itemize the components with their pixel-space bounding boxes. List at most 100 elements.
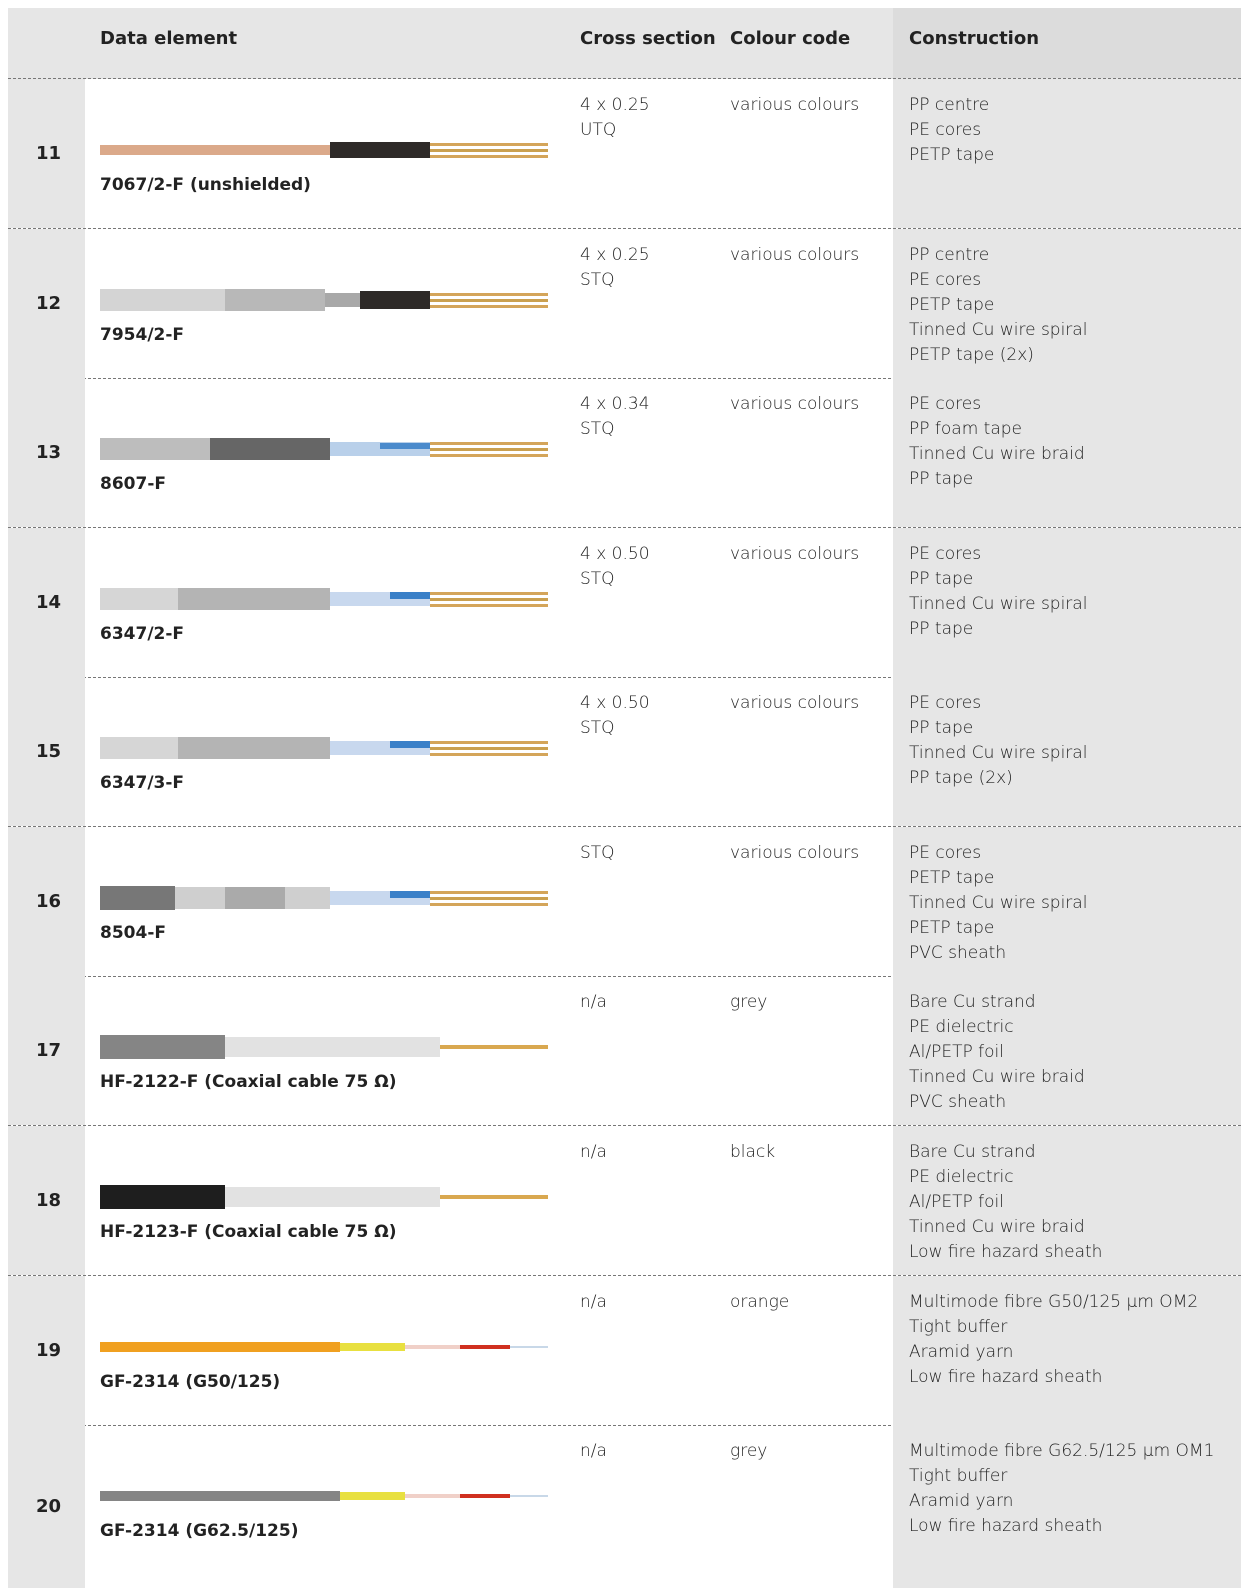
cable-cell [100,1332,556,1366]
construction-line: PE cores [909,693,982,713]
row-number: 12 [8,229,85,378]
construction-line: Tinned Cu wire braid [909,1217,1085,1237]
cross-section-line: STQ [580,419,615,439]
cable-cell [100,584,556,618]
cable-image [100,142,548,158]
row-number: 13 [8,378,85,527]
construction-line: PE dielectric [909,1017,1014,1037]
cable-image [100,588,548,610]
cable-cell [100,883,556,917]
row-number: 11 [8,79,85,228]
cable-cell [100,1032,556,1066]
cross-section: 4 x 0.34 STQ [580,392,650,442]
element-name: 8504-F [100,923,166,943]
cable-image [100,438,548,460]
header-construction: Construction [893,8,1241,78]
construction: Bare Cu strand PE dielectric Al/PETP foil T… [893,976,1241,1125]
construction-line: PE cores [909,544,982,564]
cross-section-line: n/a [580,1142,607,1162]
cross-section-line: 4 x 0.50 [580,544,650,564]
cross-section: n/a [580,1439,607,1464]
table-row: 11 7067/2-F (unshielded) 4 x 0.25 UTQ variou… [8,79,1241,229]
construction: PE cores PP tape Tinned Cu wire spiral PP t… [893,528,1241,677]
element-name: 7954/2-F [100,325,185,345]
construction-line: PE dielectric [909,1167,1014,1187]
colour-code: orange [730,1292,790,1312]
construction-line: Bare Cu strand [909,992,1036,1012]
table-row: 14 6347/2-F 4 x 0.50 STQ various colours PE c… [8,528,1241,678]
element-name: 8607-F [100,474,166,494]
cross-section: 4 x 0.50 STQ [580,542,650,592]
construction-line: PVC sheath [909,1092,1007,1112]
cross-section-line: 4 x 0.50 [580,693,650,713]
construction-line: Tinned Cu wire spiral [909,594,1088,614]
construction-line: Tinned Cu wire spiral [909,893,1088,913]
colour-code: grey [730,1441,768,1461]
cross-section-line: STQ [580,843,615,863]
construction-line: Tinned Cu wire braid [909,1067,1085,1087]
construction-line: PP centre [909,95,990,115]
construction-line: PE cores [909,270,982,290]
header-cell: Cross section [580,28,716,49]
colour-code: various colours [730,693,860,713]
construction-line: Low fire hazard sheath [909,1242,1103,1262]
cross-section-line: STQ [580,718,615,738]
element-name: 7067/2-F (unshielded) [100,175,311,195]
construction-line: PETP tape [909,295,995,315]
table-row: 18 HF-2123-F (Coaxial cable 75 Ω) n/a black… [8,1126,1241,1276]
cable-cell [100,135,556,169]
cable-image [100,1342,548,1352]
cross-section-line: STQ [580,569,615,589]
construction-line: Al/PETP foil [909,1042,1004,1062]
cable-image [100,737,548,759]
cross-section: n/a [580,1140,607,1165]
construction-line: PP tape [909,469,974,489]
cross-section: STQ [580,841,615,866]
cable-image [100,1185,548,1209]
cross-section: n/a [580,990,607,1015]
element-name: GF-2314 (G50/125) [100,1372,281,1392]
table-row: 12 7954/2-F 4 x 0.25 STQ various colours PP c… [8,229,1241,379]
construction-line: Aramid yarn [909,1491,1014,1511]
cable-cell [100,285,556,319]
cable-image [100,1035,548,1059]
cable-cell [100,1481,556,1515]
cross-section-line: 4 x 0.34 [580,394,650,414]
cross-section-line: 4 x 0.25 [580,95,650,115]
cross-section: 4 x 0.25 STQ [580,243,650,293]
construction-line: PP tape (2x) [909,768,1013,788]
construction: PE cores PP foam tape Tinned Cu wire braid… [893,378,1241,527]
cross-section-line: n/a [580,992,607,1012]
header-cell: Colour code [730,28,851,49]
element-name: HF-2122-F (Coaxial cable 75 Ω) [100,1072,397,1092]
colour-code: various colours [730,95,860,115]
row-number: 20 [8,1425,85,1588]
construction-line: PETP tape [909,918,995,938]
cross-section: 4 x 0.25 UTQ [580,93,650,143]
row-number: 15 [8,677,85,826]
construction-line: PE cores [909,394,982,414]
colour-code: various colours [730,394,860,414]
construction: PE cores PP tape Tinned Cu wire spiral PP t… [893,677,1241,826]
construction-line: PETP tape [909,145,995,165]
cross-section-line: n/a [580,1292,607,1312]
construction-line: PP tape [909,619,974,639]
colour-code: black [730,1142,776,1162]
construction-line: PE cores [909,120,982,140]
row-number: 16 [8,827,85,976]
colour-code: various colours [730,245,860,265]
cross-section-line: STQ [580,270,615,290]
element-name: HF-2123-F (Coaxial cable 75 Ω) [100,1222,397,1242]
construction-line: Tinned Cu wire spiral [909,320,1088,340]
construction-line: Aramid yarn [909,1342,1014,1362]
row-number: 14 [8,528,85,677]
colour-code: various colours [730,544,860,564]
cable-image [100,289,548,311]
table-row: 20 GF-2314 (G62.5/125) n/a grey Multimode fi… [8,1425,1241,1588]
table-row: 16 8504-F STQ various colours PE cores PETP t… [8,827,1241,977]
construction-line: Low fire hazard sheath [909,1367,1103,1387]
cable-image [100,1491,548,1501]
construction: PP centre PE cores PETP tape Tinned Cu wire… [893,229,1241,378]
table-row: 19 GF-2314 (G50/125) n/a orange Multimode fi… [8,1276,1241,1426]
